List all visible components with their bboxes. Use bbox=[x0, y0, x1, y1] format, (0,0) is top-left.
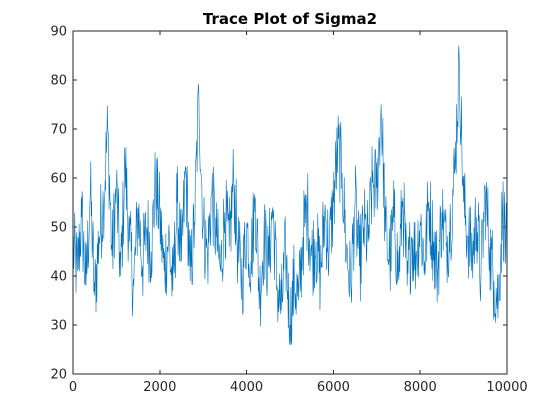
x-tick-label: 8000 bbox=[404, 380, 437, 395]
x-tick-label: 6000 bbox=[317, 380, 350, 395]
axes-box bbox=[72, 30, 508, 375]
x-tick-label: 2000 bbox=[143, 380, 176, 395]
y-tick-label: 80 bbox=[50, 74, 67, 89]
y-tick-label: 90 bbox=[50, 25, 67, 40]
y-tick-label: 60 bbox=[50, 172, 67, 187]
axis-ticks: 0 2000 4000 6000 8000 10000 20 30 40 50 60 70 80 90 bbox=[50, 25, 527, 396]
y-tick-label: 50 bbox=[50, 221, 67, 236]
chart-title: Trace Plot of Sigma2 bbox=[203, 10, 377, 28]
x-tick-label: 10000 bbox=[486, 380, 527, 395]
y-tick-label: 20 bbox=[50, 368, 67, 383]
y-tick-label: 30 bbox=[50, 319, 67, 334]
x-tick-label: 0 bbox=[69, 380, 77, 395]
x-tick-label: 4000 bbox=[230, 380, 263, 395]
y-tick-label: 70 bbox=[50, 123, 67, 138]
y-tick-label: 40 bbox=[50, 270, 67, 285]
plot-area bbox=[72, 45, 508, 345]
sigma2-trace-line bbox=[72, 45, 508, 345]
